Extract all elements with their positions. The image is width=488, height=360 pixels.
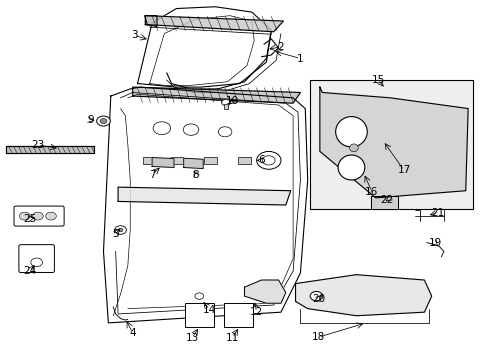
Polygon shape <box>118 187 290 205</box>
Text: 12: 12 <box>249 307 263 317</box>
Polygon shape <box>295 275 431 316</box>
Text: 1: 1 <box>297 54 303 64</box>
Polygon shape <box>103 87 307 323</box>
Polygon shape <box>244 280 285 303</box>
Bar <box>223 104 228 109</box>
Ellipse shape <box>335 117 366 147</box>
Text: 7: 7 <box>148 170 155 180</box>
Circle shape <box>115 226 126 234</box>
Circle shape <box>20 212 30 220</box>
Polygon shape <box>144 16 283 32</box>
Circle shape <box>221 99 230 106</box>
Circle shape <box>45 212 56 220</box>
Text: 18: 18 <box>311 332 325 342</box>
Circle shape <box>256 152 281 169</box>
Polygon shape <box>137 7 271 87</box>
Text: 3: 3 <box>131 30 137 40</box>
Text: 15: 15 <box>371 75 384 85</box>
Polygon shape <box>152 157 174 167</box>
Bar <box>170 157 183 164</box>
Circle shape <box>100 118 107 123</box>
Text: 22: 22 <box>380 195 393 205</box>
FancyBboxPatch shape <box>185 302 213 327</box>
Text: 4: 4 <box>129 328 136 338</box>
Text: 19: 19 <box>427 238 441 248</box>
Text: 24: 24 <box>23 266 36 276</box>
Text: 17: 17 <box>397 165 410 175</box>
Text: 21: 21 <box>430 208 444 218</box>
FancyBboxPatch shape <box>14 206 64 226</box>
Circle shape <box>97 116 110 126</box>
Circle shape <box>195 293 203 299</box>
Circle shape <box>31 258 42 267</box>
Text: 13: 13 <box>185 333 198 343</box>
Text: 5: 5 <box>112 229 119 239</box>
Text: 16: 16 <box>365 187 378 197</box>
Text: 8: 8 <box>192 170 199 180</box>
Polygon shape <box>319 87 467 198</box>
Text: 23: 23 <box>31 140 44 150</box>
Bar <box>238 157 250 164</box>
Circle shape <box>153 122 170 135</box>
Ellipse shape <box>337 155 364 180</box>
Circle shape <box>262 156 275 165</box>
FancyBboxPatch shape <box>224 302 252 327</box>
Bar <box>143 157 156 164</box>
Circle shape <box>183 124 199 135</box>
Bar <box>309 80 472 208</box>
Text: 9: 9 <box>87 115 94 125</box>
Text: 6: 6 <box>258 156 264 165</box>
Polygon shape <box>145 16 157 26</box>
Polygon shape <box>183 158 203 168</box>
Text: 11: 11 <box>225 333 239 343</box>
Text: 20: 20 <box>311 294 325 303</box>
FancyBboxPatch shape <box>19 245 54 273</box>
Circle shape <box>32 212 43 220</box>
Text: 25: 25 <box>23 213 36 224</box>
Circle shape <box>309 292 322 301</box>
Bar <box>203 157 216 164</box>
Text: 10: 10 <box>225 96 239 107</box>
Ellipse shape <box>349 144 358 152</box>
Polygon shape <box>6 146 94 153</box>
Polygon shape <box>370 196 397 208</box>
Circle shape <box>218 127 231 137</box>
Text: 2: 2 <box>277 42 284 52</box>
Circle shape <box>118 228 122 232</box>
Text: 14: 14 <box>203 305 216 315</box>
Polygon shape <box>132 87 300 103</box>
